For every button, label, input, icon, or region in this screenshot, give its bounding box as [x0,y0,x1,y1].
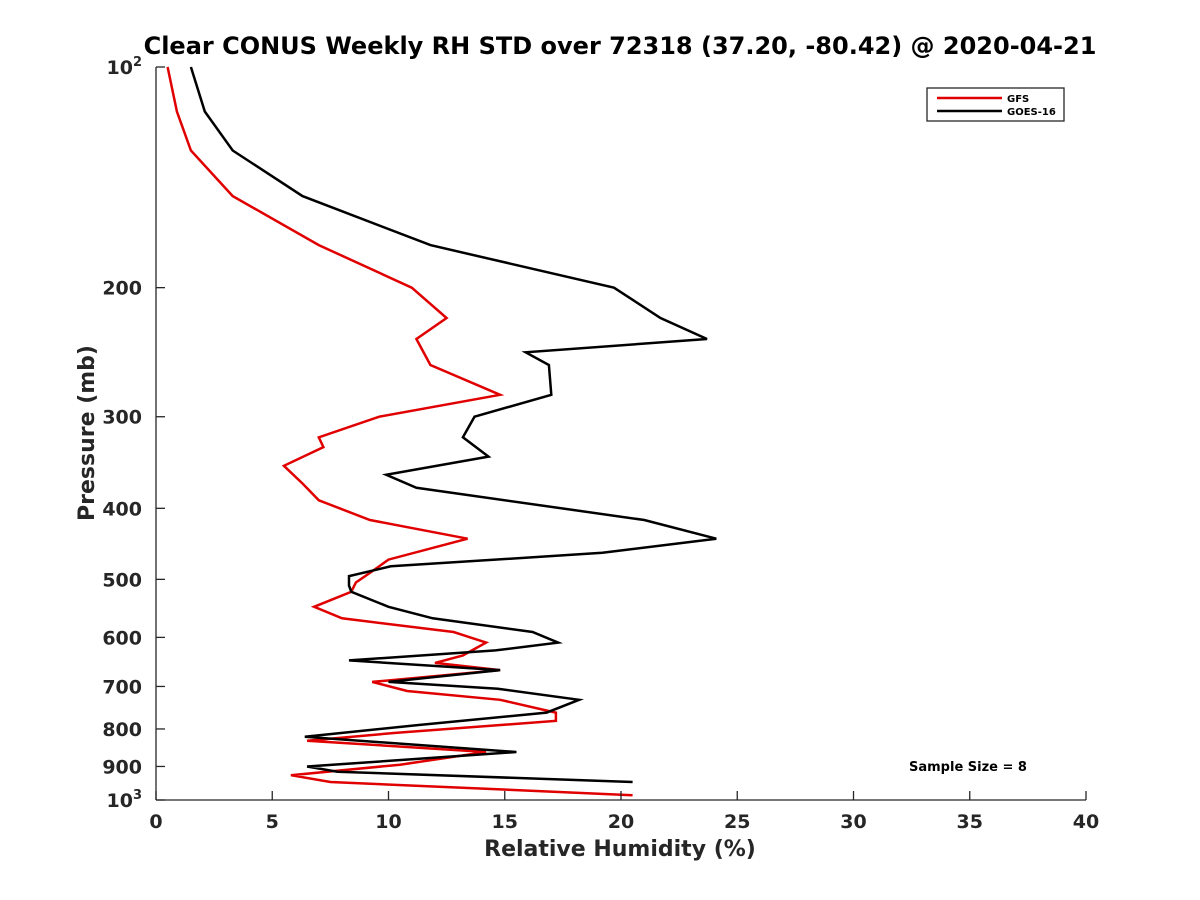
y-tick-label: 500 [102,569,142,591]
y-axis-label: Pressure (mb) [75,345,100,521]
x-tick-label: 20 [608,811,634,833]
y-tick-label: 800 [102,719,142,741]
y-tick-label: 400 [102,498,142,520]
y-tick-label: 200 [102,278,142,300]
legend-box [926,87,1065,122]
y-tick-label-exponent: 3 [133,788,142,803]
series-line-gfs [166,66,633,797]
y-tick-label: 700 [102,676,142,698]
y-tick-label-exponent: 2 [133,55,142,70]
y-tick-label: 600 [102,627,142,649]
legend-label-goes-16: GOES-16 [1007,107,1056,118]
x-axis-label: Relative Humidity (%) [484,837,756,862]
sample-size-annotation: Sample Size = 8 [909,760,1027,775]
x-tick-label: 40 [1073,811,1099,833]
x-tick-label: 0 [149,811,162,833]
y-tick-label-base: 10 [107,57,133,79]
series-line-goes-16 [189,66,717,784]
chart-title: Clear CONUS Weekly RH STD over 72318 (37… [144,32,1097,60]
x-tick-label: 30 [840,811,866,833]
x-tick-label: 5 [266,811,279,833]
x-tick-label: 35 [957,811,983,833]
x-tick-label: 25 [724,811,750,833]
x-tick-label: 15 [492,811,518,833]
legend-label-gfs: GFS [1007,94,1029,105]
y-tick-label: 900 [102,756,142,778]
y-tick-label: 102 [107,55,143,79]
y-tick-label: 103 [107,788,143,812]
y-tick-label-base: 10 [107,790,133,812]
legend: GFS GOES-16 [926,87,1065,122]
x-tick-label: 10 [375,811,401,833]
y-tick-label: 300 [102,407,142,429]
